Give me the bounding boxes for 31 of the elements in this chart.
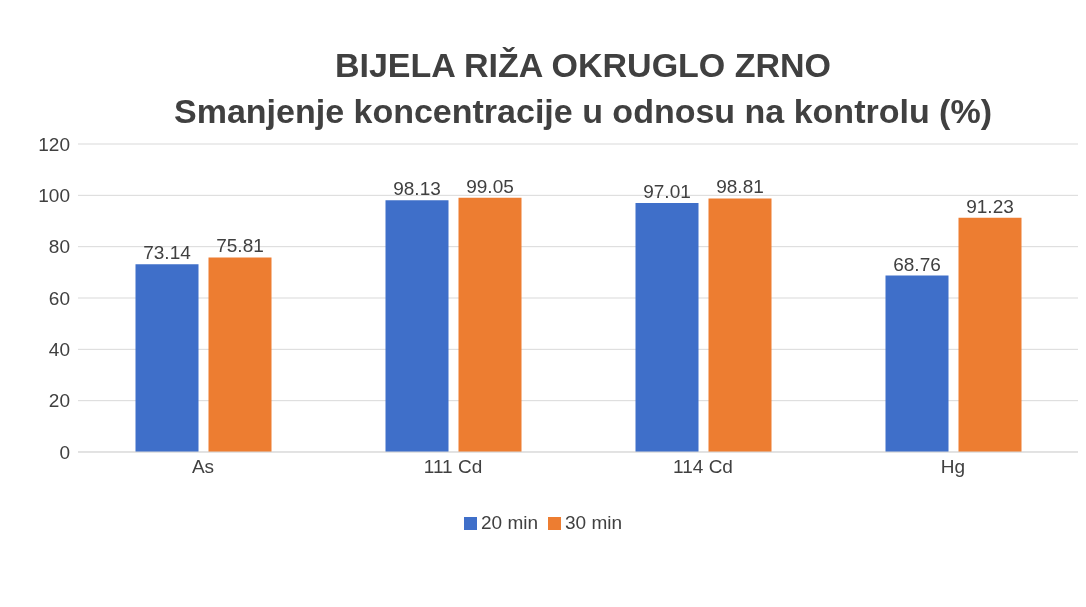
y-tick-label: 100 (38, 185, 70, 207)
y-tick-label: 80 (48, 236, 70, 258)
bar (635, 203, 699, 452)
x-tick-label: Hg (940, 456, 966, 478)
bar (208, 257, 272, 452)
data-label: 98.81 (716, 176, 764, 198)
x-tick-label: As (191, 456, 215, 478)
bar (458, 197, 522, 452)
data-label: 75.81 (216, 235, 264, 257)
bar (958, 217, 1022, 452)
data-label: 97.01 (643, 181, 691, 203)
x-tick-label: 114 Cd (673, 456, 733, 478)
data-label: 73.14 (143, 242, 192, 264)
data-label: 99.05 (466, 175, 514, 197)
bar (135, 264, 199, 452)
y-tick-label: 60 (48, 287, 70, 309)
bar (385, 200, 449, 452)
data-label: 68.76 (893, 253, 941, 275)
chart-subtitle: Smanjenje koncentracije u odnosu na kontrolu (%) (173, 91, 993, 132)
y-tick-label: 120 (38, 133, 70, 155)
legend-label: 30 min (565, 512, 623, 533)
chart-title: BIJELA RIŽA OKRUGLO ZRNO (333, 45, 833, 86)
legend-label: 20 min (480, 512, 538, 533)
y-tick-label: 0 (59, 441, 70, 463)
bar (885, 275, 949, 452)
y-tick-label: 40 (48, 339, 70, 361)
data-label: 91.23 (966, 195, 1014, 217)
bar (708, 198, 772, 452)
data-label: 98.13 (393, 178, 441, 200)
x-tick-label: 111 Cd (423, 456, 483, 478)
y-tick-label: 20 (48, 390, 70, 412)
